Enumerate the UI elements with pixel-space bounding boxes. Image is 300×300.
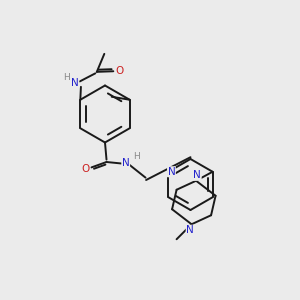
Text: H: H: [133, 152, 140, 161]
Text: O: O: [81, 164, 90, 174]
Text: N: N: [186, 225, 194, 235]
Text: N: N: [194, 170, 201, 180]
Text: N: N: [122, 158, 130, 168]
Text: O: O: [116, 66, 124, 76]
Text: N: N: [167, 167, 175, 177]
Text: H: H: [63, 74, 70, 82]
Text: N: N: [71, 78, 79, 88]
